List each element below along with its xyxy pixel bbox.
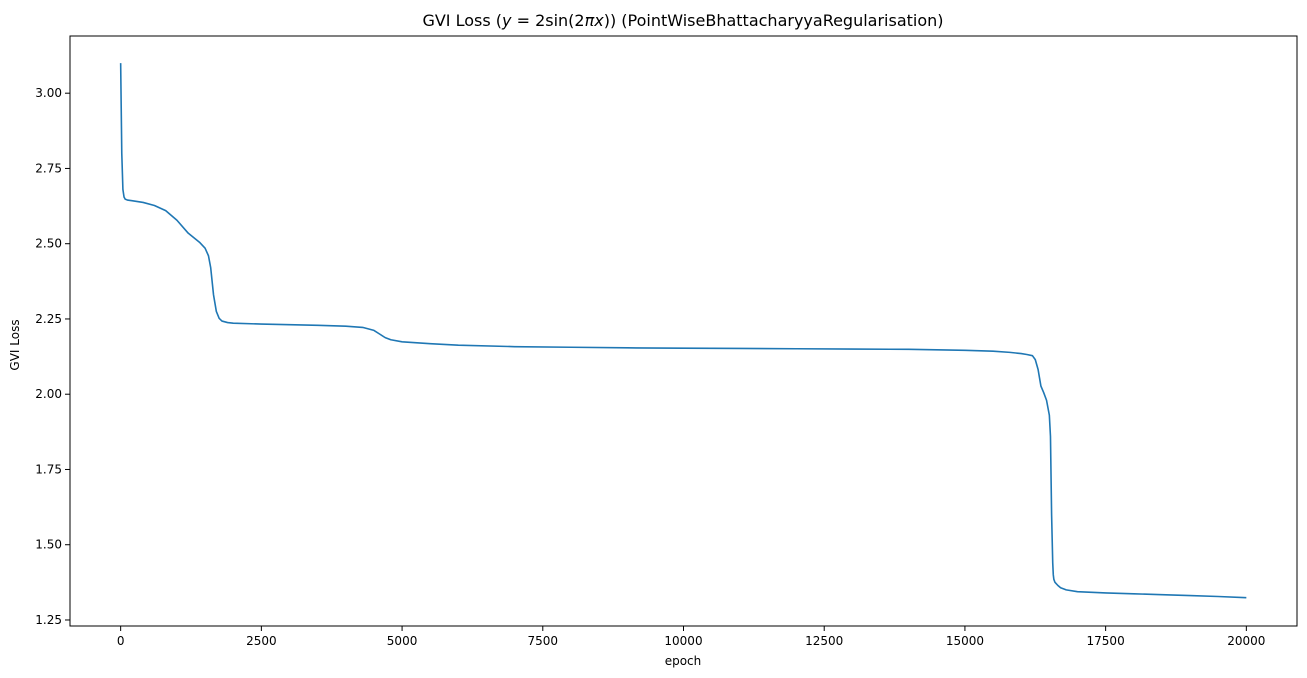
y-tick-label: 2.25 — [35, 312, 62, 326]
y-axis-label: GVI Loss — [8, 319, 22, 370]
x-axis-label: epoch — [665, 654, 702, 668]
x-tick-label: 15000 — [946, 634, 984, 648]
y-axis-ticks: 1.25 1.50 1.75 2.00 2.25 2.50 2.75 3.00 — [35, 86, 70, 627]
chart-title-prefix: GVI Loss ( — [422, 11, 502, 30]
x-tick-label: 7500 — [528, 634, 559, 648]
y-tick-label: 3.00 — [35, 86, 62, 100]
series-layer — [119, 63, 1247, 599]
x-tick-label: 20000 — [1227, 634, 1265, 648]
series-line-0 — [119, 63, 1247, 599]
x-tick-label: 12500 — [805, 634, 843, 648]
y-tick-label: 2.75 — [35, 161, 62, 175]
y-tick-label: 2.50 — [35, 237, 62, 251]
chart-title: GVI Loss (y = 2sin(2πx)) (PointWiseBhatt… — [422, 11, 943, 30]
x-tick-label: 10000 — [664, 634, 702, 648]
chart-title-yvar: y — [501, 11, 512, 30]
plot-frame — [69, 35, 1298, 627]
x-tick-label: 5000 — [387, 634, 418, 648]
chart-title-equals: = 2sin(2 — [512, 11, 585, 30]
chart-title-pix: πx — [585, 11, 605, 30]
x-axis-ticks: 0 2500 5000 7500 10000 12500 15000 17500 20000 — [117, 626, 1265, 648]
x-tick-label: 17500 — [1087, 634, 1125, 648]
y-tick-label: 2.00 — [35, 387, 62, 401]
x-tick-label: 0 — [117, 634, 125, 648]
y-tick-label: 1.75 — [35, 462, 62, 476]
y-tick-label: 1.50 — [35, 538, 62, 552]
chart-title-suffix: )) (PointWiseBhattacharyyaRegularisation… — [604, 11, 944, 30]
y-tick-label: 1.25 — [35, 613, 62, 627]
x-tick-label: 2500 — [246, 634, 277, 648]
